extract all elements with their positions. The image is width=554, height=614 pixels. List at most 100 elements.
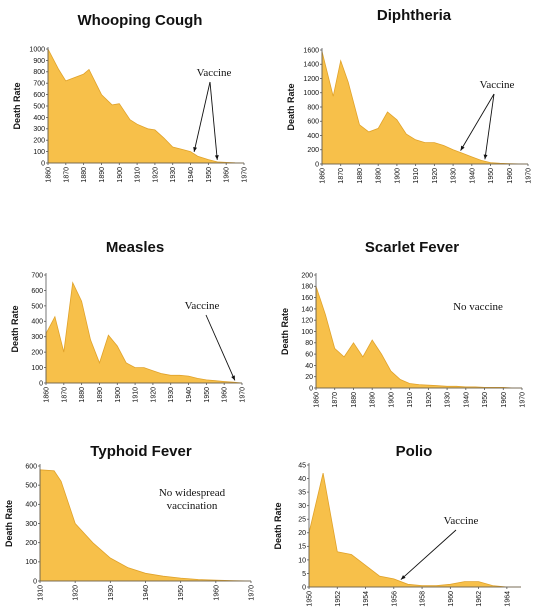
y-tick-label: 100 [301, 329, 313, 336]
y-tick-label: 600 [25, 463, 37, 470]
x-tick-label: 1940 [188, 167, 195, 183]
y-tick-label: 300 [33, 126, 45, 133]
y-tick-label: 400 [307, 133, 319, 140]
y-tick-label: 100 [31, 365, 43, 372]
x-tick-label: 1900 [115, 387, 122, 403]
y-tick-label: 0 [39, 380, 43, 387]
x-tick-label: 1952 [335, 591, 342, 607]
x-tick-label: 1900 [117, 167, 124, 183]
x-tick-label: 1960 [501, 392, 508, 408]
y-tick-label: 300 [31, 334, 43, 341]
y-tick-label: 500 [33, 103, 45, 110]
x-tick-label: 1910 [38, 585, 45, 601]
x-tick-label: 1880 [357, 168, 364, 184]
y-tick-label: 30 [298, 503, 306, 510]
x-tick-label: 1870 [338, 168, 345, 184]
y-tick-label: 20 [298, 530, 306, 537]
x-tick-label: 1890 [97, 387, 104, 403]
chart-panel-2: Diphtheria Death Rate 0 200 400 600 800 1000 120… [286, 7, 533, 184]
chart-panel-1: Whooping Cough Death Rate 0 100 200 300 400 500… [12, 12, 249, 183]
y-tick-label: 700 [31, 272, 43, 279]
x-tick-label: 1920 [426, 392, 433, 408]
annotation-arrow [484, 93, 495, 160]
x-tick-label: 1970 [242, 167, 249, 183]
x-tick-label: 1930 [170, 167, 177, 183]
y-tick-label: 900 [33, 58, 45, 65]
chart-panel-6: Polio Death Rate 0 5 10 15 20 25 30 35 40 45 1950 195… [273, 443, 521, 607]
area-series [308, 473, 521, 588]
annotation-arrowhead [460, 145, 465, 151]
annotation-text: Vaccine [444, 515, 479, 527]
x-tick-label: 1960 [224, 167, 231, 183]
x-tick-label: 1880 [81, 167, 88, 183]
chart-panel-3: Measles Death Rate 0 100 200 300 400 500 600 700 1… [10, 239, 247, 403]
y-tick-label: 500 [25, 483, 37, 490]
x-tick-label: 1950 [204, 387, 211, 403]
y-tick-label: 700 [33, 81, 45, 88]
y-tick-label: 500 [31, 303, 43, 310]
chart-title: Measles [106, 239, 164, 256]
y-tick-label: 400 [33, 115, 45, 122]
x-tick-label: 1960 [213, 585, 220, 601]
annotation-arrow [193, 81, 211, 152]
x-tick-label: 1940 [186, 387, 193, 403]
x-tick-label: 1920 [432, 168, 439, 184]
y-axis-label: Death Rate [4, 500, 14, 547]
y-tick-label: 40 [298, 476, 306, 483]
x-tick-label: 1930 [445, 392, 452, 408]
chart-panel-5: Typhoid Fever Death Rate 0 100 200 300 400 500 6… [4, 443, 256, 601]
chart-title: Diphtheria [377, 7, 452, 24]
y-tick-label: 5 [302, 571, 306, 578]
x-tick-label: 1930 [108, 585, 115, 601]
x-tick-label: 1880 [79, 387, 86, 403]
y-tick-label: 40 [305, 363, 313, 370]
area-series [315, 286, 522, 389]
annotation-text: Vaccine [185, 300, 220, 312]
x-tick-label: 1910 [135, 167, 142, 183]
x-tick-label: 1960 [222, 387, 229, 403]
area-series [39, 469, 252, 582]
y-tick-label: 800 [307, 104, 319, 111]
annotation-arrowhead [483, 154, 488, 160]
x-tick-label: 1958 [420, 591, 427, 607]
y-tick-label: 0 [33, 578, 37, 585]
annotation-text: Vaccine [480, 79, 515, 91]
x-tick-label: 1910 [413, 168, 420, 184]
x-tick-label: 1970 [249, 585, 256, 601]
x-tick-label: 1954 [363, 591, 370, 607]
y-tick-label: 0 [302, 584, 306, 591]
y-axis-label: Death Rate [286, 83, 296, 130]
x-tick-label: 1910 [133, 387, 140, 403]
x-tick-label: 1870 [63, 167, 70, 183]
y-tick-label: 200 [31, 350, 43, 357]
y-tick-label: 80 [305, 340, 313, 347]
y-tick-label: 200 [25, 540, 37, 547]
y-tick-label: 300 [25, 521, 37, 528]
area-series [321, 51, 529, 165]
y-tick-label: 160 [301, 295, 313, 302]
x-tick-label: 1890 [370, 392, 377, 408]
y-tick-label: 600 [307, 119, 319, 126]
annotation-arrowhead [214, 155, 219, 160]
x-tick-label: 1970 [240, 387, 247, 403]
x-tick-label: 1962 [476, 591, 483, 607]
x-tick-label: 1920 [73, 585, 80, 601]
annotation-text: Vaccine [197, 67, 232, 79]
annotation-arrow [209, 81, 218, 160]
x-tick-label: 1950 [307, 591, 314, 607]
y-tick-label: 200 [33, 138, 45, 145]
area-series [47, 48, 245, 164]
annotation-arrow [205, 314, 236, 381]
x-tick-label: 1860 [44, 387, 51, 403]
x-tick-label: 1920 [152, 167, 159, 183]
y-axis-label: Death Rate [10, 305, 20, 352]
y-tick-label: 120 [301, 318, 313, 325]
x-tick-label: 1956 [391, 591, 398, 607]
annotation-arrow [400, 529, 457, 580]
x-tick-label: 1890 [376, 168, 383, 184]
y-tick-label: 35 [298, 490, 306, 497]
x-tick-label: 1960 [507, 168, 514, 184]
x-tick-label: 1880 [351, 392, 358, 408]
chart-title: Polio [396, 443, 433, 460]
